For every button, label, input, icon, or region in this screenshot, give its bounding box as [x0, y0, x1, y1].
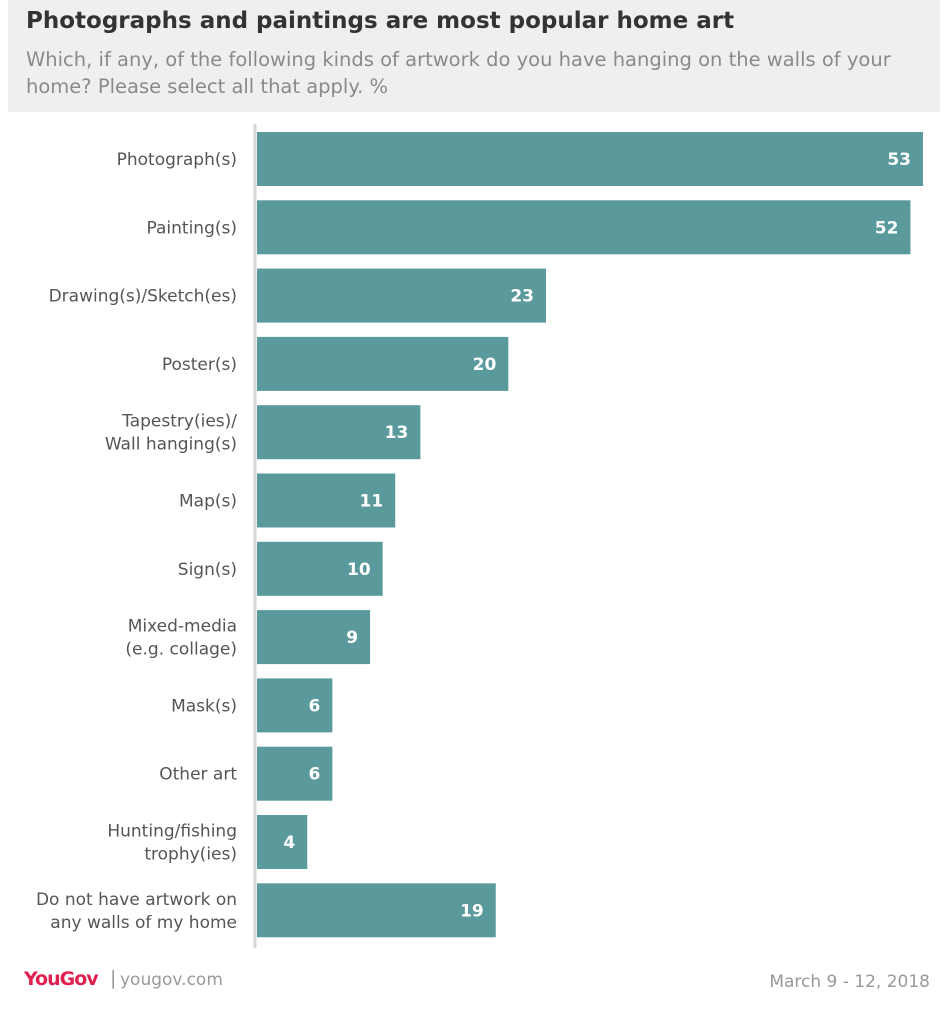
category-label: Other art — [159, 765, 237, 785]
bar-value-label: 9 — [346, 628, 358, 648]
category-label: Hunting/fishing trophy(ies) — [107, 822, 237, 865]
logo-you-text: You — [24, 968, 61, 990]
category-label: Drawing(s)/Sketch(es) — [49, 287, 237, 307]
bar-value-label: 23 — [510, 287, 534, 307]
bar — [257, 405, 421, 460]
chart-subtitle: Which, if any, of the following kinds of… — [26, 48, 891, 98]
bar — [257, 678, 333, 733]
category-label: Photograph(s) — [117, 150, 237, 170]
footer-url: yougov.com — [120, 970, 223, 990]
category-label: Mixed-media (e.g. collage) — [125, 617, 237, 660]
category-label: Painting(s) — [147, 218, 237, 238]
bar — [257, 132, 923, 186]
bar — [257, 610, 371, 665]
category-label: Tapestry(ies)/Wall hanging(s) — [105, 412, 237, 455]
bar — [257, 473, 396, 528]
yougov-logo: YouGov — [24, 968, 99, 990]
bar-value-label: 6 — [309, 696, 321, 716]
footer-date: March 9 - 12, 2018 — [769, 972, 930, 992]
category-label: Poster(s) — [162, 355, 237, 375]
bar-value-label: 52 — [875, 218, 899, 238]
bar-value-label: 19 — [460, 901, 484, 921]
category-label: Map(s) — [179, 492, 237, 512]
bar-value-label: 4 — [283, 833, 295, 853]
bar — [257, 541, 383, 596]
bar-value-label: 11 — [360, 492, 384, 512]
chart-title: Photographs and paintings are most popul… — [26, 8, 735, 34]
category-label: Do not have artwork on any walls of my ho… — [36, 890, 237, 933]
chart-header: Photographs and paintings are most popul… — [8, 0, 940, 112]
bar — [257, 200, 911, 255]
footer-separator: | — [110, 967, 117, 989]
bar-value-label: 53 — [887, 150, 911, 170]
bar — [257, 883, 496, 938]
bar — [257, 268, 547, 323]
bar — [257, 336, 509, 391]
category-label: Sign(s) — [178, 560, 237, 580]
bar-value-label: 10 — [347, 560, 371, 580]
logo-gov-text: Gov — [59, 968, 99, 990]
category-label: Mask(s) — [171, 696, 237, 716]
bar-value-label: 6 — [309, 765, 321, 785]
bar-value-label: 20 — [473, 355, 497, 375]
bar — [257, 746, 333, 801]
bar-value-label: 13 — [385, 423, 409, 443]
bar — [257, 815, 308, 869]
